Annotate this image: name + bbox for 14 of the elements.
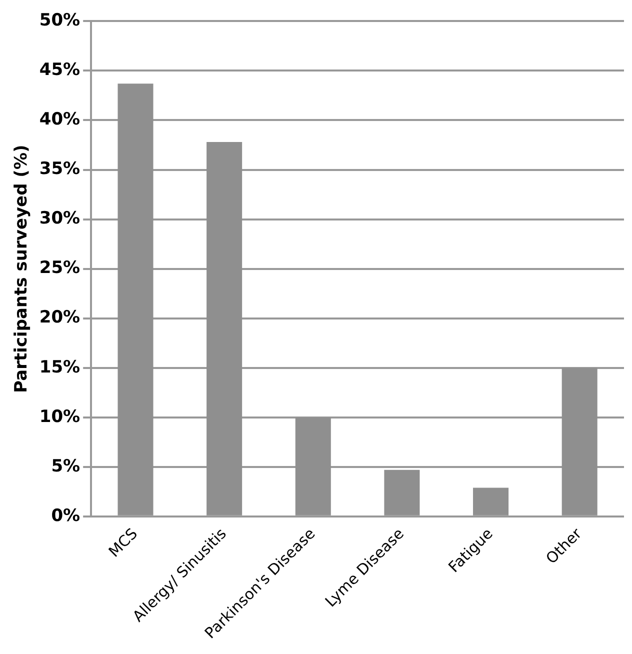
y-tick-label: 40% [39,110,80,130]
y-tick-label: 10% [39,406,80,427]
y-tick-label: 50% [39,10,80,31]
y-tick-label: 0% [51,506,80,526]
y-tick-label: 5% [51,456,80,476]
bar [473,488,509,516]
y-tick-label: 35% [39,159,80,180]
y-axis-title: Participants surveyed (%) [12,144,32,393]
y-tick-label: 15% [39,357,80,378]
bar [384,470,420,516]
y-tick-label: 30% [39,208,80,229]
y-tick-label: 25% [39,258,80,278]
y-tick-label: 45% [39,60,80,80]
y-tick-label: 20% [39,308,80,328]
